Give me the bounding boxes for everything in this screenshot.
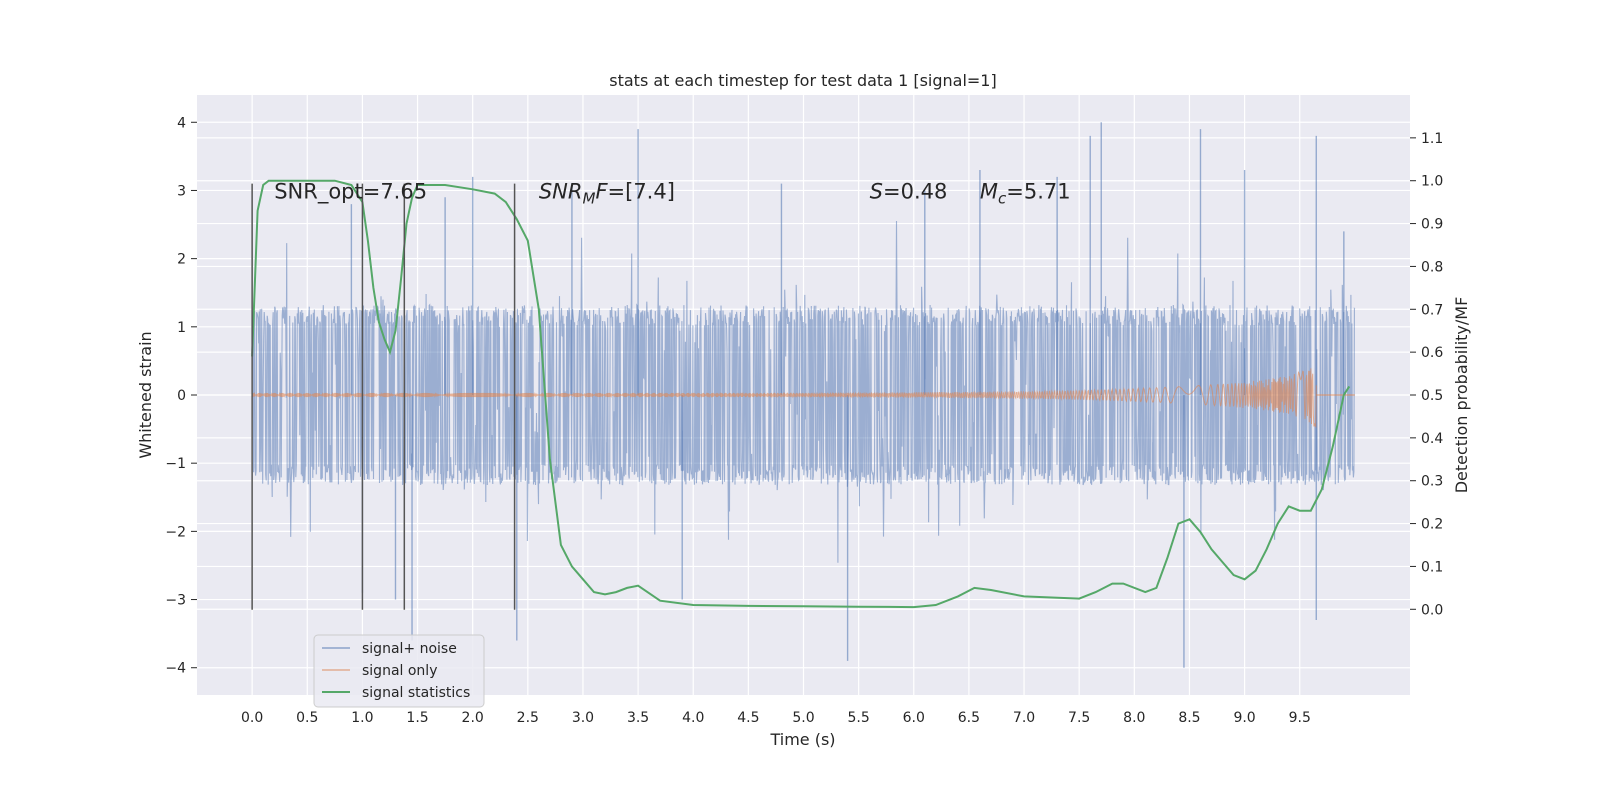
annotation-text: S=0.48 [870, 179, 948, 203]
y-tick-label-right: 0.4 [1421, 431, 1443, 447]
y-tick-label-left: 0 [177, 388, 186, 404]
y-tick-label-right: 0.3 [1421, 474, 1443, 490]
x-tick-label: 0.5 [296, 710, 318, 726]
x-tick-label: 4.5 [737, 710, 759, 726]
y-tick-label-right: 0.1 [1421, 559, 1443, 575]
series-signal-noise [251, 220, 1356, 563]
y-tick-label-left: −3 [165, 593, 186, 609]
y-tick-label-left: −4 [165, 661, 186, 677]
x-axis-label: Time (s) [769, 730, 835, 749]
x-tick-label: 5.5 [848, 710, 870, 726]
x-tick-label: 1.5 [406, 710, 428, 726]
y-tick-label-right: 1.1 [1421, 131, 1443, 147]
x-tick-label: 4.0 [682, 710, 704, 726]
x-tick-label: 2.5 [517, 710, 539, 726]
legend-box [313, 634, 485, 708]
annotation-text: SNRMF=[7.4] [539, 179, 675, 207]
y-tick-label-right: 0.5 [1421, 388, 1443, 404]
series-signal-only [251, 368, 1317, 429]
x-tick-label: 3.5 [627, 710, 649, 726]
y-tick-label-left: 4 [177, 115, 186, 131]
y-tick-label-left: 2 [177, 252, 186, 268]
y-tick-label-left: −2 [165, 524, 186, 540]
annotation-text: Mc=5.71 [980, 179, 1071, 207]
vertical-markers [251, 183, 516, 610]
x-tick-label: 9.5 [1289, 710, 1311, 726]
x-tick-label: 6.5 [958, 710, 980, 726]
y-tick-label-right: 0.6 [1421, 345, 1443, 361]
y-tick-label-right: 0.7 [1421, 302, 1443, 318]
y-tick-label-right: 0.2 [1421, 517, 1443, 533]
x-tick-label: 2.0 [462, 710, 484, 726]
y-tick-label-left: 1 [177, 320, 186, 336]
y-tick-label-left: 3 [177, 183, 186, 199]
legend-label: signal statistics [362, 685, 470, 701]
x-tick-label: 9.0 [1233, 710, 1255, 726]
annotations: SNR_opt=7.65 SNRMF=[7.4] S=0.48 Mc=5.71 [274, 179, 1070, 207]
ticks: 0.0 0.5 1.0 1.5 2.0 2.5 3.0 3.5 4.0 4.5 5.0 5.5 6.0 6… [165, 115, 1443, 726]
y-axis-label-right: Detection probability/MF [1452, 297, 1471, 494]
y-tick-label-right: 0.9 [1421, 217, 1443, 233]
x-tick-label: 3.0 [572, 710, 594, 726]
annotation-text: SNR_opt=7.65 [274, 179, 427, 204]
legend: signal+ noise signal only signal statistic… [313, 634, 485, 708]
x-tick-label: 0.0 [241, 710, 263, 726]
x-tick-label: 8.0 [1123, 710, 1145, 726]
y-tick-label-right: 1.0 [1421, 174, 1443, 190]
y-tick-label-right: 0.0 [1421, 602, 1443, 618]
x-tick-label: 6.0 [903, 710, 925, 726]
x-tick-label: 5.0 [792, 710, 814, 726]
x-tick-label: 8.5 [1178, 710, 1200, 726]
legend-label: signal+ noise [362, 641, 457, 657]
y-tick-label-left: −1 [165, 456, 186, 472]
x-tick-label: 7.5 [1068, 710, 1090, 726]
x-tick-label: 1.0 [351, 710, 373, 726]
legend-label: signal only [362, 663, 437, 679]
x-tick-label: 7.0 [1013, 710, 1035, 726]
chart-title: stats at each timestep for test data 1 [… [609, 71, 996, 90]
series-signal-statistics [251, 179, 1351, 609]
y-axis-label-left: Whitened strain [136, 331, 155, 458]
y-tick-label-right: 0.8 [1421, 259, 1443, 275]
